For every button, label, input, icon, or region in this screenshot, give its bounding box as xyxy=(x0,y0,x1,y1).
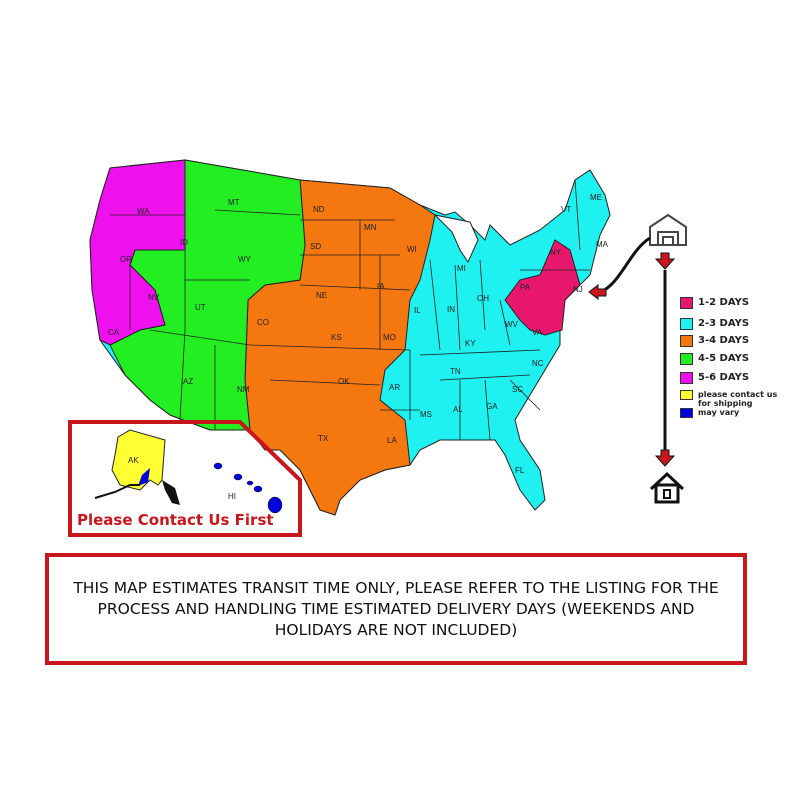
svg-text:FL: FL xyxy=(515,466,525,475)
notice-text: THIS MAP ESTIMATES TRANSIT TIME ONLY, PL… xyxy=(73,578,719,639)
svg-text:MA: MA xyxy=(596,240,609,249)
svg-text:TX: TX xyxy=(318,434,329,443)
svg-text:LA: LA xyxy=(387,436,397,445)
svg-text:NV: NV xyxy=(148,293,160,302)
svg-text:NM: NM xyxy=(237,385,250,394)
svg-text:GA: GA xyxy=(486,402,498,411)
legend-item: 1-2 DAYS xyxy=(680,297,749,309)
svg-text:VA: VA xyxy=(532,328,543,337)
svg-text:ID: ID xyxy=(180,238,188,247)
legend-label: 3-4 DAYS xyxy=(698,335,750,346)
warehouse-icon xyxy=(649,213,687,246)
zone-5-6-days xyxy=(89,159,186,346)
aleutian-islands xyxy=(94,484,140,499)
svg-text:ME: ME xyxy=(590,193,602,202)
legend-item: may vary xyxy=(680,408,778,418)
ak-hi-inset-frame xyxy=(68,420,302,537)
legend-label: 5-6 DAYS xyxy=(698,372,750,383)
alaska xyxy=(111,429,166,491)
svg-text:NE: NE xyxy=(316,291,327,300)
alaska-blue-region xyxy=(138,468,150,486)
legend-item: 2-3 DAYS xyxy=(680,318,749,330)
svg-text:WY: WY xyxy=(238,255,252,264)
legend-swatch xyxy=(680,297,693,309)
legend-item: please contact us for shipping xyxy=(680,390,778,408)
state-labels: WA OR CA NV ID MT WY UT AZ NM CO ND SD N… xyxy=(108,193,609,475)
svg-text:IL: IL xyxy=(414,306,421,315)
legend-label: 2-3 DAYS xyxy=(698,318,750,329)
svg-text:PA: PA xyxy=(520,283,531,292)
svg-text:ND: ND xyxy=(313,205,325,214)
arrow-to-nj-icon xyxy=(588,283,607,301)
zone-1-2-days xyxy=(504,239,581,336)
arrow-down-icon xyxy=(654,449,676,467)
transit-notice: THIS MAP ESTIMATES TRANSIT TIME ONLY, PL… xyxy=(45,553,747,665)
svg-text:CA: CA xyxy=(108,328,120,337)
svg-text:MI: MI xyxy=(457,264,466,273)
svg-text:MT: MT xyxy=(228,198,240,207)
contact-note: Please Contact Us First xyxy=(77,511,274,529)
alaska-panhandle xyxy=(162,480,180,505)
svg-text:NC: NC xyxy=(532,359,544,368)
svg-text:HI: HI xyxy=(228,492,236,501)
svg-text:MS: MS xyxy=(420,410,432,419)
svg-text:OR: OR xyxy=(120,255,132,264)
svg-text:IN: IN xyxy=(447,305,455,314)
svg-text:WV: WV xyxy=(505,320,519,329)
svg-text:TN: TN xyxy=(450,367,461,376)
svg-text:AZ: AZ xyxy=(183,377,193,386)
arrow-down-icon xyxy=(654,252,676,270)
legend-item: 5-6 DAYS xyxy=(680,372,749,384)
legend-swatch xyxy=(680,353,693,365)
legend-label: 4-5 DAYS xyxy=(698,353,750,364)
svg-text:SD: SD xyxy=(310,242,321,251)
svg-text:MN: MN xyxy=(364,223,377,232)
svg-text:MO: MO xyxy=(383,333,396,342)
svg-text:UT: UT xyxy=(195,303,206,312)
svg-text:IA: IA xyxy=(377,282,385,291)
svg-text:AR: AR xyxy=(389,383,400,392)
legend-swatch xyxy=(680,408,693,418)
legend-label: may vary xyxy=(698,408,740,417)
svg-text:WI: WI xyxy=(407,245,417,254)
svg-text:NJ: NJ xyxy=(573,285,583,294)
svg-text:CO: CO xyxy=(257,318,269,327)
legend-swatch xyxy=(680,318,693,330)
svg-text:AK: AK xyxy=(128,456,139,465)
svg-text:AL: AL xyxy=(453,405,463,414)
svg-text:KY: KY xyxy=(465,339,476,348)
svg-text:WA: WA xyxy=(137,207,150,216)
svg-text:OK: OK xyxy=(338,377,350,386)
hawaii xyxy=(213,462,283,514)
svg-text:NY: NY xyxy=(550,248,562,257)
svg-text:VT: VT xyxy=(561,205,571,214)
legend-item: 4-5 DAYS xyxy=(680,353,749,365)
legend-label: 1-2 DAYS xyxy=(698,297,750,308)
legend-swatch xyxy=(680,372,693,384)
legend-swatch xyxy=(680,390,693,400)
house-icon xyxy=(649,471,685,504)
svg-text:SC: SC xyxy=(512,385,523,394)
great-lakes xyxy=(433,214,479,264)
legend-label: please contact us for shipping xyxy=(698,390,778,408)
legend-item: 3-4 DAYS xyxy=(680,335,749,347)
state-borders xyxy=(110,179,590,441)
legend-swatch xyxy=(680,335,693,347)
svg-text:KS: KS xyxy=(331,333,342,342)
svg-text:OH: OH xyxy=(477,294,489,303)
